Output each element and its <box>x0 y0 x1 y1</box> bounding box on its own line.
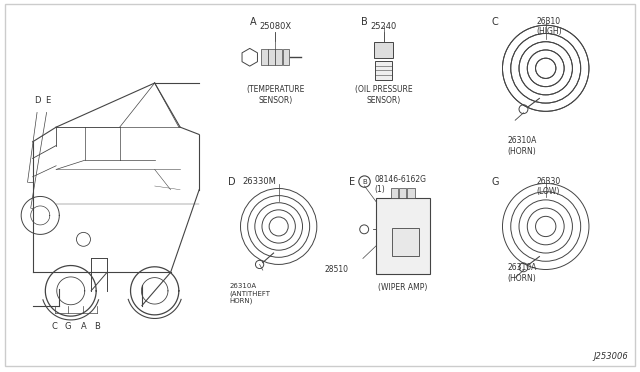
Bar <box>399 188 406 198</box>
Bar <box>407 188 415 198</box>
Bar <box>275 49 282 65</box>
Bar <box>261 49 268 65</box>
Text: C: C <box>492 17 499 27</box>
Text: (OIL PRESSURE
SENSOR): (OIL PRESSURE SENSOR) <box>355 85 412 105</box>
Text: G: G <box>65 322 71 331</box>
Text: J253006: J253006 <box>594 352 628 361</box>
Text: (TEMPERATURE
SENSOR): (TEMPERATURE SENSOR) <box>246 85 305 105</box>
Bar <box>375 61 392 80</box>
Text: D: D <box>228 177 236 187</box>
Text: 26310A
(HORN): 26310A (HORN) <box>508 137 537 156</box>
Text: E: E <box>349 177 355 187</box>
Bar <box>374 42 393 58</box>
Text: E: E <box>45 96 51 105</box>
Text: 25240: 25240 <box>371 22 397 31</box>
Text: 26310A
(HORN): 26310A (HORN) <box>508 263 537 283</box>
Bar <box>283 49 289 65</box>
Bar <box>391 188 398 198</box>
Bar <box>376 198 429 274</box>
Text: A: A <box>250 17 257 27</box>
Bar <box>268 49 275 65</box>
Text: 26310
(HIGH): 26310 (HIGH) <box>536 17 562 36</box>
Text: B: B <box>362 179 367 185</box>
Text: B: B <box>362 17 368 27</box>
Text: D: D <box>34 96 40 105</box>
Text: 28510: 28510 <box>324 265 349 274</box>
Text: (WIPER AMP): (WIPER AMP) <box>378 283 428 292</box>
Text: B: B <box>95 322 100 331</box>
Text: 26330M: 26330M <box>243 177 276 186</box>
Text: C: C <box>52 322 58 331</box>
Text: A: A <box>81 322 86 331</box>
Text: 26310A
(ANTITHEFT
HORN): 26310A (ANTITHEFT HORN) <box>230 283 271 304</box>
Bar <box>392 228 419 256</box>
Text: 25080X: 25080X <box>259 22 292 31</box>
Text: 26330
(LOW): 26330 (LOW) <box>536 177 561 196</box>
Text: 08146-6162G
(1): 08146-6162G (1) <box>374 175 426 194</box>
Text: G: G <box>492 177 499 187</box>
